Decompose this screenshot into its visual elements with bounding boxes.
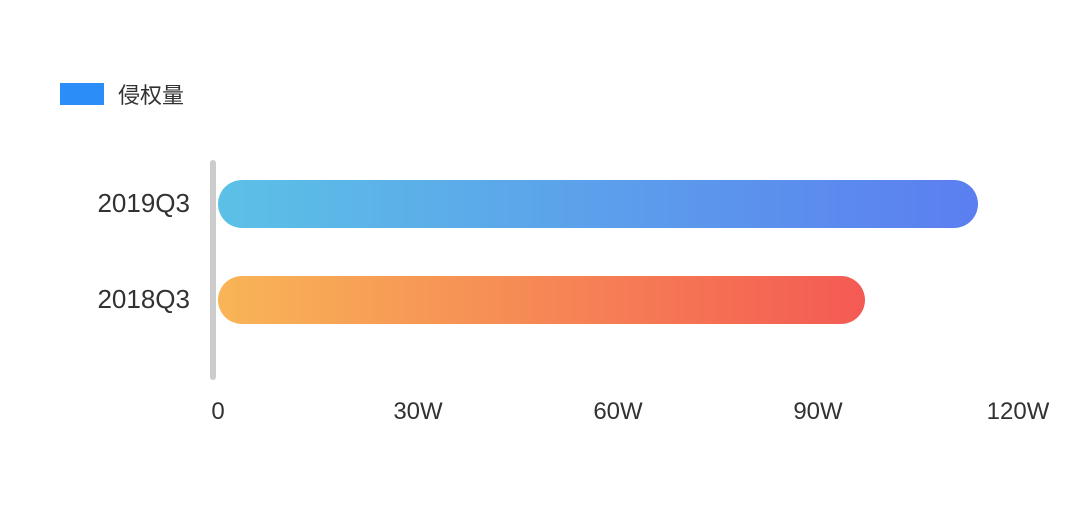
bar-2019Q3 — [218, 180, 978, 228]
x-axis-ticks: 030W60W90W120W — [210, 398, 1020, 428]
y-label-2019Q3: 2019Q3 — [70, 188, 190, 219]
y-axis-line — [210, 160, 216, 380]
x-tick-90: 90W — [793, 398, 842, 426]
x-tick-120: 120W — [987, 398, 1050, 426]
y-label-2018Q3: 2018Q3 — [70, 284, 190, 315]
x-tick-30: 30W — [393, 398, 442, 426]
x-tick-60: 60W — [593, 398, 642, 426]
legend-label: 侵权量 — [118, 78, 184, 110]
legend: 侵权量 — [60, 78, 184, 110]
x-tick-0: 0 — [211, 398, 224, 426]
bar-2018Q3 — [218, 276, 865, 324]
chart-plot-area — [210, 160, 1020, 380]
legend-swatch — [60, 83, 104, 105]
